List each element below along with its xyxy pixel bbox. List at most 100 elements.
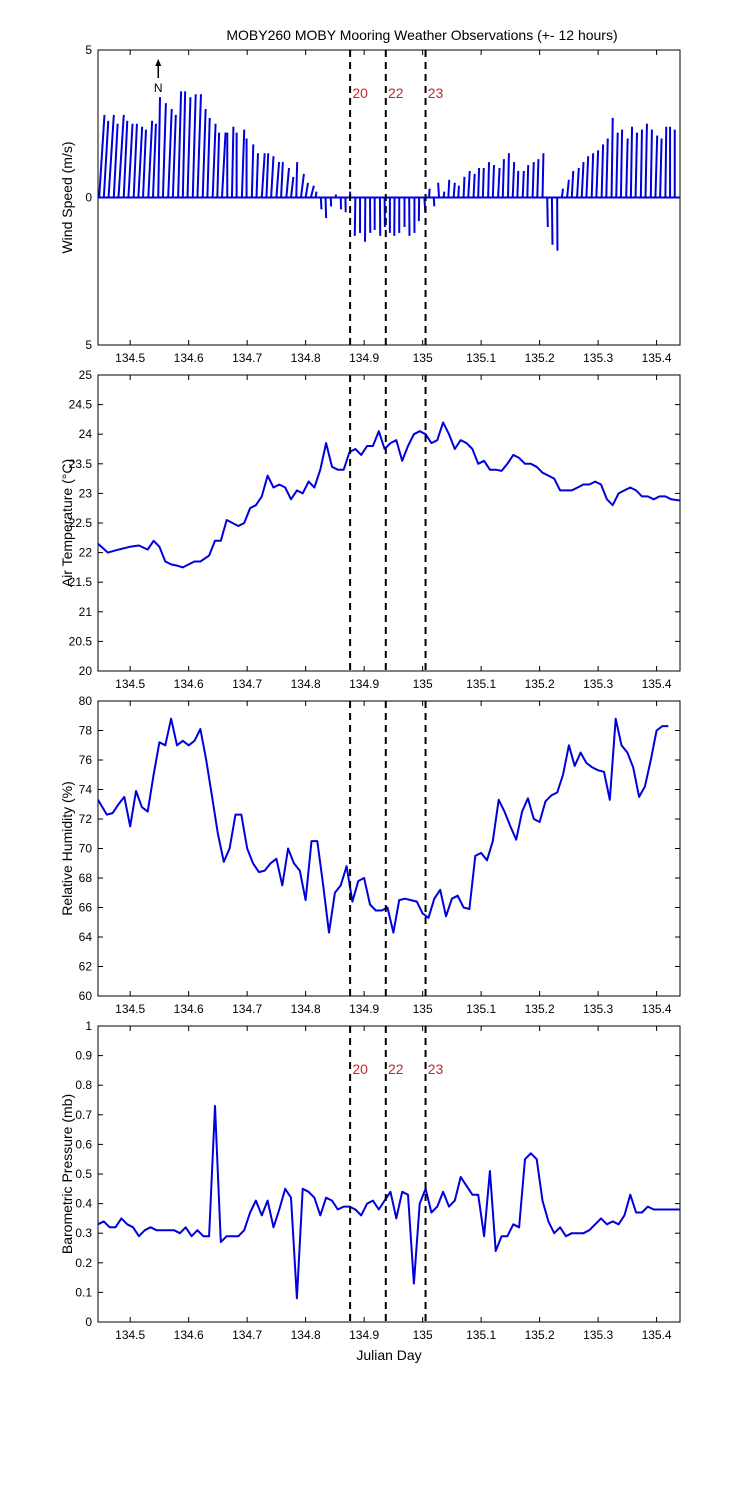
air-xtick-label: 135.4 xyxy=(642,677,672,691)
wind-vector xyxy=(314,191,318,198)
baro-xtick-label: 134.5 xyxy=(115,1328,145,1342)
wind-vector xyxy=(147,120,154,198)
wind-xtick-label: 135.3 xyxy=(583,351,613,365)
wind-vector xyxy=(137,126,144,198)
air-xtick-label: 134.5 xyxy=(115,677,145,691)
wind-vector xyxy=(447,179,451,198)
air-ytick-label: 22.5 xyxy=(69,516,93,530)
baro-xtick-label: 134.7 xyxy=(232,1328,262,1342)
wind-vector xyxy=(428,188,431,198)
rh-ytick-label: 78 xyxy=(79,724,93,738)
wind-vector xyxy=(230,126,235,198)
baro-marker-label: 20 xyxy=(352,1061,368,1077)
air-ytick-label: 23 xyxy=(79,486,93,500)
wind-vector xyxy=(211,123,217,198)
wind-vector xyxy=(167,108,173,198)
wind-vector xyxy=(334,194,338,198)
north-label: N xyxy=(154,81,163,95)
wind-vector xyxy=(481,167,485,198)
air-ytick-label: 21 xyxy=(79,605,93,619)
baro-xlabel: Julian Day xyxy=(356,1347,421,1363)
wind-vector xyxy=(511,162,516,198)
baro-marker-label: 22 xyxy=(388,1061,404,1077)
wind-vector xyxy=(644,123,648,198)
wind-vector xyxy=(462,176,466,198)
wind-vector xyxy=(625,138,629,198)
air-ytick-label: 25 xyxy=(79,368,93,382)
wind-vector xyxy=(560,188,565,198)
wind-vector xyxy=(467,170,471,198)
wind-xtick-label: 135 xyxy=(413,351,433,365)
wind-vector xyxy=(526,165,530,198)
wind-vector xyxy=(585,156,590,198)
air-ytick-label: 22 xyxy=(79,546,93,560)
wind-vector xyxy=(452,182,456,198)
baro-xtick-label: 134.9 xyxy=(349,1328,379,1342)
air-plot-frame xyxy=(97,374,681,672)
air-ytick-label: 24 xyxy=(79,427,93,441)
air-xtick-label: 135.1 xyxy=(466,677,496,691)
wind-vector xyxy=(619,129,624,198)
wind-ytick-label: 0 xyxy=(85,191,92,205)
wind-vector xyxy=(353,197,357,236)
wind-xtick-label: 134.5 xyxy=(115,351,145,365)
rh-xtick-label: 135.2 xyxy=(525,1002,555,1016)
baro-ytick-label: 0.5 xyxy=(75,1167,92,1181)
rh-plot-frame xyxy=(97,700,681,997)
air-ytick-label: 24.5 xyxy=(69,398,93,412)
baro-xtick-label: 134.8 xyxy=(291,1328,321,1342)
wind-vector xyxy=(191,94,197,198)
wind-vector xyxy=(260,153,266,198)
wind-xtick-label: 134.6 xyxy=(174,351,204,365)
wind-vector xyxy=(290,176,295,198)
rh-ytick-label: 80 xyxy=(79,694,93,708)
wind-vector xyxy=(590,153,595,198)
wind-xtick-label: 134.8 xyxy=(291,351,321,365)
rh-ytick-label: 62 xyxy=(79,960,93,974)
wind-vector xyxy=(107,114,115,198)
rh-xtick-label: 135 xyxy=(413,1002,433,1016)
wind-vector xyxy=(491,165,496,198)
wind-vector xyxy=(610,117,614,198)
wind-vector xyxy=(654,135,659,198)
baro-ytick-label: 0 xyxy=(85,1315,92,1329)
wind-vector xyxy=(295,162,299,198)
wind-marker-label: 23 xyxy=(428,85,444,101)
wind-vector xyxy=(270,156,275,198)
wind-vector xyxy=(216,132,221,198)
wind-vector xyxy=(151,123,157,198)
chart-title: MOBY260 MOBY Mooring Weather Observation… xyxy=(226,27,617,43)
rh-ytick-label: 74 xyxy=(79,783,93,797)
baro-xtick-label: 135.1 xyxy=(466,1328,496,1342)
wind-vector xyxy=(664,126,668,198)
wind-vector xyxy=(437,182,441,198)
wind-vector xyxy=(132,123,138,198)
baro-ytick-label: 0.7 xyxy=(75,1108,92,1122)
air-ylabel: Air Temperature (°C) xyxy=(59,459,75,587)
air-xtick-label: 134.8 xyxy=(291,677,321,691)
wind-vector xyxy=(487,162,491,198)
wind-vector xyxy=(161,103,167,198)
wind-vector xyxy=(536,159,540,198)
wind-vector xyxy=(629,126,634,198)
air-panel: 134.5 134.6 134.7 134.8 134.9 135 135.1 135.2 13… xyxy=(59,368,681,691)
baro-marker-label: 23 xyxy=(428,1061,444,1077)
wind-vector xyxy=(142,129,147,198)
air-xtick-label: 134.9 xyxy=(349,677,379,691)
wind-vector xyxy=(649,129,653,198)
wind-vector xyxy=(541,153,545,198)
wind-vector xyxy=(521,170,525,198)
wind-vector xyxy=(304,182,309,198)
rh-xtick-label: 135.3 xyxy=(583,1002,613,1016)
wind-vector xyxy=(280,162,284,198)
baro-xtick-label: 135 xyxy=(413,1328,433,1342)
baro-series-line xyxy=(97,1104,680,1300)
wind-vector xyxy=(240,129,246,198)
rh-ytick-label: 70 xyxy=(79,842,93,856)
air-ytick-label: 23.5 xyxy=(69,457,93,471)
wind-vector xyxy=(580,162,585,198)
wind-vector xyxy=(442,191,446,198)
wind-vector xyxy=(201,108,207,198)
wind-panel: 134.5 134.6 134.7 134.8 134.9 135 135.1 135.2 13… xyxy=(59,43,681,365)
